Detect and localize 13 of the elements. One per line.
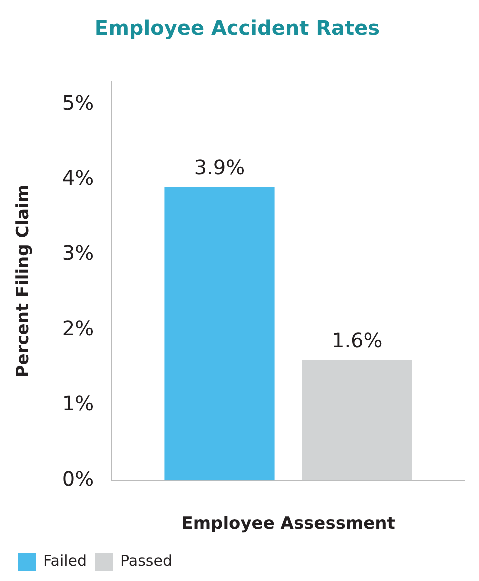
y-tick-label: 2% [62, 316, 94, 340]
legend-label: Passed [120, 552, 172, 570]
y-tick-label: 3% [62, 241, 94, 266]
y-tick-label: 0% [62, 466, 94, 491]
y-axis-title: Percent Filing Claim [14, 184, 34, 378]
x-axis-title: Employee Assessment [182, 514, 396, 534]
y-tick-label: 4% [62, 166, 94, 190]
data-label: 3.9% [194, 155, 246, 180]
y-tick-label: 1% [62, 392, 94, 416]
chart-title: Employee Accident Rates [94, 16, 380, 40]
legend-label: Failed [44, 552, 88, 570]
y-tick-label: 5% [62, 90, 94, 115]
data-label: 1.6% [332, 328, 383, 352]
